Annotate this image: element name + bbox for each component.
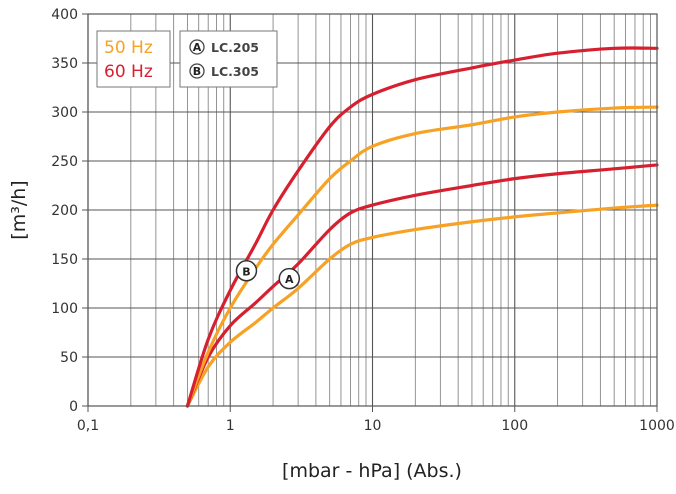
legend-marker-a-icon [189, 39, 205, 55]
curve-b-60hz [185, 46, 659, 408]
y-tick-label: 250 [51, 154, 78, 170]
x-tick-label: 1 [226, 418, 235, 434]
curve-a-60hz [185, 163, 659, 408]
legend-model-b-label: LC.305 [211, 64, 259, 79]
legend-frequency-box [96, 30, 171, 88]
y-tick-label: 200 [51, 203, 78, 219]
marker-a-icon [278, 267, 301, 290]
series-markers: AB [235, 260, 301, 290]
curve-a-50hz [185, 203, 659, 408]
tick-labels: 0 50 100 150 200 250 300 350 400 0,1 1 10 100 1000 [51, 7, 675, 434]
x-tick-label: 1000 [639, 418, 675, 434]
y-tick-label: 300 [51, 105, 78, 121]
legend: 50 Hz 60 Hz A LC.205 B LC.305 [96, 30, 278, 88]
legend-60hz: 60 Hz [104, 62, 153, 82]
y-tick-label: 150 [51, 252, 78, 268]
y-tick-label: 400 [51, 7, 78, 23]
x-tick-label: 100 [501, 418, 528, 434]
y-tick-label: 350 [51, 56, 78, 72]
y-tick-label: 100 [51, 301, 78, 317]
legend-marker-b-icon [189, 63, 205, 79]
marker-b-label: B [242, 265, 250, 278]
y-tick-label: 0 [69, 399, 78, 415]
curves [185, 46, 659, 408]
curve-b-50hz [185, 105, 659, 408]
marker-b-icon [235, 260, 258, 282]
legend-model-a-label: LC.205 [211, 40, 259, 55]
y-axis-title: [m³/h] [8, 180, 30, 239]
legend-marker-b-letter: B [193, 65, 201, 78]
y-tick-label: 50 [60, 350, 78, 366]
legend-50hz: 50 Hz [104, 38, 153, 58]
marker-a-label: A [285, 273, 294, 286]
x-axis-title: [mbar - hPa] (Abs.) [282, 460, 462, 482]
x-tick-label: 0,1 [77, 418, 99, 434]
x-tick-label: 10 [364, 418, 382, 434]
legend-marker-a-letter: A [193, 41, 202, 54]
